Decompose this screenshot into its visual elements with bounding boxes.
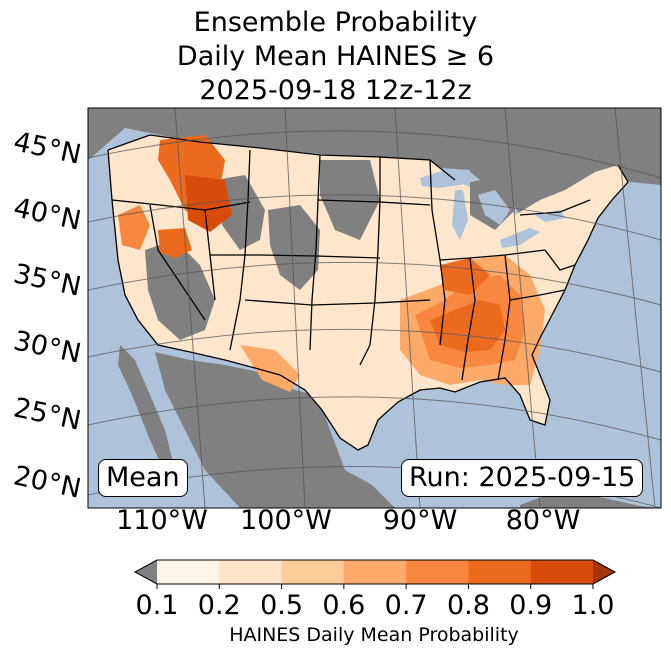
stat-label-box: Mean <box>98 459 188 497</box>
map-frame <box>87 107 662 509</box>
colorbar-tick-label: 0.2 <box>197 590 241 621</box>
us-coastline <box>107 149 629 451</box>
lake-erie <box>500 228 540 248</box>
lon-label-80: 80°W <box>505 505 581 536</box>
colorbar-tick-label: 0.7 <box>384 590 428 621</box>
lake-ontario <box>535 210 565 222</box>
prob-west-california <box>118 205 150 250</box>
colorbar-segment <box>281 560 345 584</box>
colorbar-under-arrow <box>135 560 157 584</box>
colorbar-segment <box>406 560 469 584</box>
prob-southwest <box>240 345 300 392</box>
colorbar <box>133 559 617 589</box>
colorbar-tick-label: 0.8 <box>446 590 490 621</box>
lon-label-100: 100°W <box>240 505 332 536</box>
nodata-west-1 <box>145 240 215 340</box>
colorbar-segment <box>219 560 283 584</box>
lake-huron <box>478 190 510 225</box>
lon-label-110: 110°W <box>116 505 208 536</box>
colorbar-label: HAINES Daily Mean Probability <box>229 624 519 646</box>
title-line-1: Ensemble Probability <box>193 7 478 38</box>
lake-superior <box>420 170 480 188</box>
title-line-2: Daily Mean HAINES ≥ 6 <box>176 41 495 72</box>
run-label-box: Run: 2025-09-15 <box>401 459 644 497</box>
lon-label-90: 90°W <box>382 505 458 536</box>
prob-west-idaho <box>185 175 232 232</box>
nodata-plains <box>320 160 380 240</box>
colorbar-over-arrow <box>593 560 615 584</box>
colorbar-tick-label: 0.1 <box>135 590 179 621</box>
baja-peninsula <box>118 345 175 480</box>
colorbar-segment <box>530 560 594 584</box>
mexico-landmass <box>155 352 395 508</box>
nodata-west-3 <box>268 205 320 290</box>
graticule <box>88 108 661 508</box>
colorbar-segment <box>157 560 220 584</box>
title-line-3: 2025-09-18 12z-12z <box>199 75 472 106</box>
colorbar-tick-label: 0.6 <box>322 590 366 621</box>
prob-midsouth-core <box>430 300 505 352</box>
prob-west-nevada <box>158 228 192 258</box>
colorbar-segment <box>343 560 407 584</box>
lake-michigan <box>452 190 468 240</box>
canada-landmass <box>88 108 661 215</box>
colorbar-segment <box>468 560 532 584</box>
colorbar-tick-label: 1.0 <box>571 590 615 621</box>
colorbar-tick-label: 0.9 <box>509 590 553 621</box>
colorbar-tick-label: 0.5 <box>260 590 304 621</box>
